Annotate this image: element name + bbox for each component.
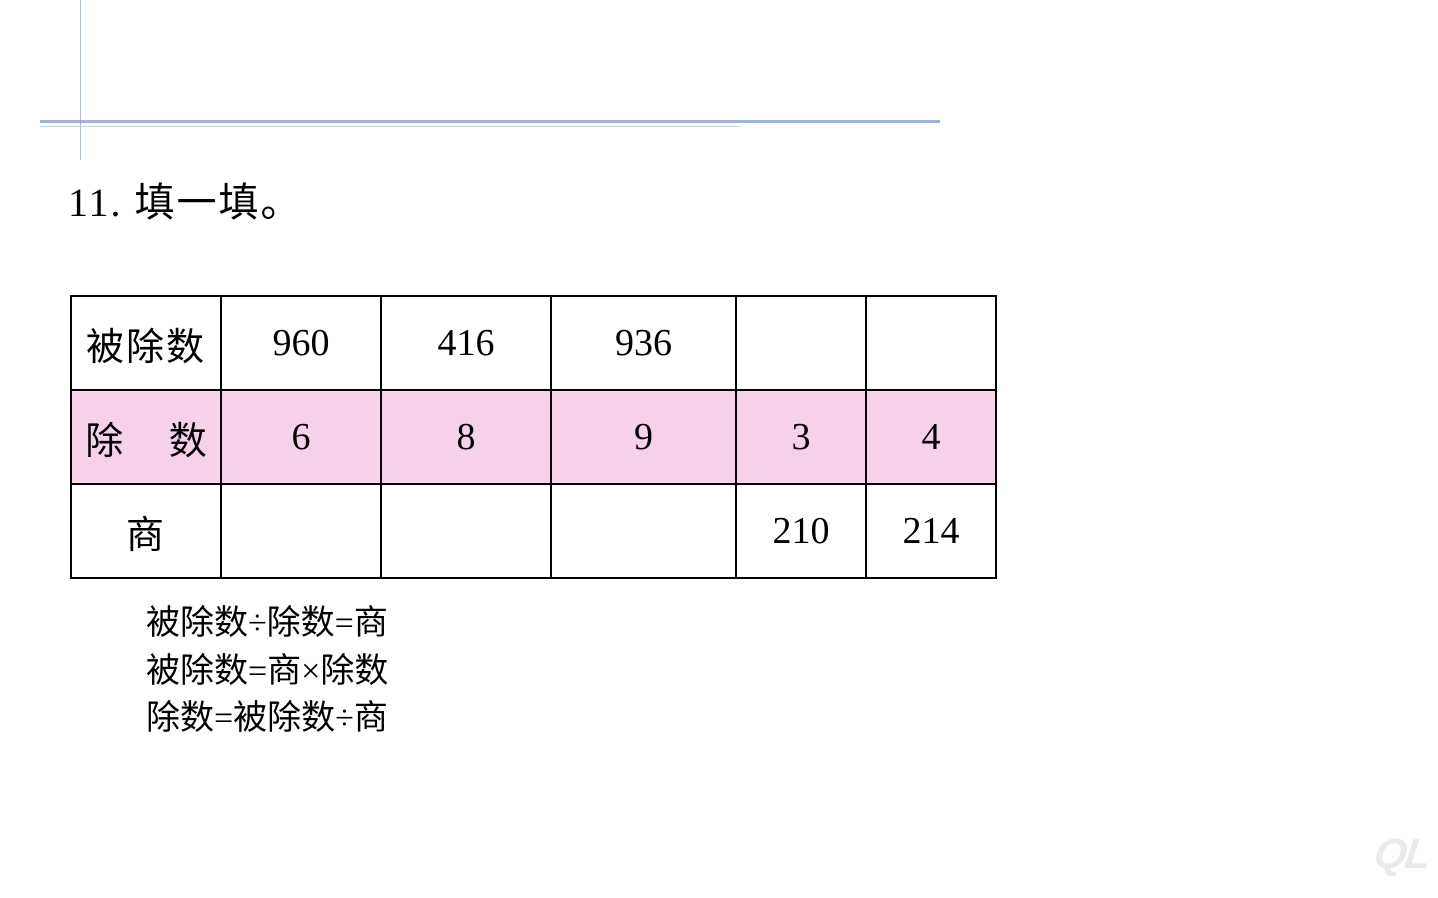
division-table: 被除数 960 416 936 除数 6 8 9 3 4 商 210 214	[70, 295, 997, 579]
cell: 6	[221, 390, 381, 484]
table-row: 被除数 960 416 936	[71, 296, 996, 390]
row-label-quotient: 商	[71, 484, 221, 578]
cell	[221, 484, 381, 578]
formula-line: 被除数=商×除数	[146, 648, 388, 696]
cell: 210	[736, 484, 866, 578]
header-rule-vertical	[80, 0, 81, 160]
table-row: 除数 6 8 9 3 4	[71, 390, 996, 484]
table-row: 商 210 214	[71, 484, 996, 578]
header-rule-thick	[40, 120, 940, 123]
cell: 214	[866, 484, 996, 578]
division-table-wrap: 被除数 960 416 936 除数 6 8 9 3 4 商 210 214	[70, 295, 997, 579]
cell	[866, 296, 996, 390]
row-label-dividend: 被除数	[71, 296, 221, 390]
cell	[551, 484, 736, 578]
cell	[736, 296, 866, 390]
cell: 3	[736, 390, 866, 484]
formula-line: 除数=被除数÷商	[146, 695, 388, 743]
header-rule-thin	[40, 126, 740, 127]
cell: 936	[551, 296, 736, 390]
watermark-icon: QL	[1304, 830, 1432, 890]
cell	[381, 484, 551, 578]
formulas-block: 被除数÷除数=商 被除数=商×除数 除数=被除数÷商	[146, 600, 388, 743]
cell: 4	[866, 390, 996, 484]
cell: 9	[551, 390, 736, 484]
cell: 416	[381, 296, 551, 390]
cell: 960	[221, 296, 381, 390]
row-label-divisor: 除数	[71, 390, 221, 484]
formula-line: 被除数÷除数=商	[146, 600, 388, 648]
cell: 8	[381, 390, 551, 484]
question-title: 11. 填一填。	[68, 170, 303, 228]
